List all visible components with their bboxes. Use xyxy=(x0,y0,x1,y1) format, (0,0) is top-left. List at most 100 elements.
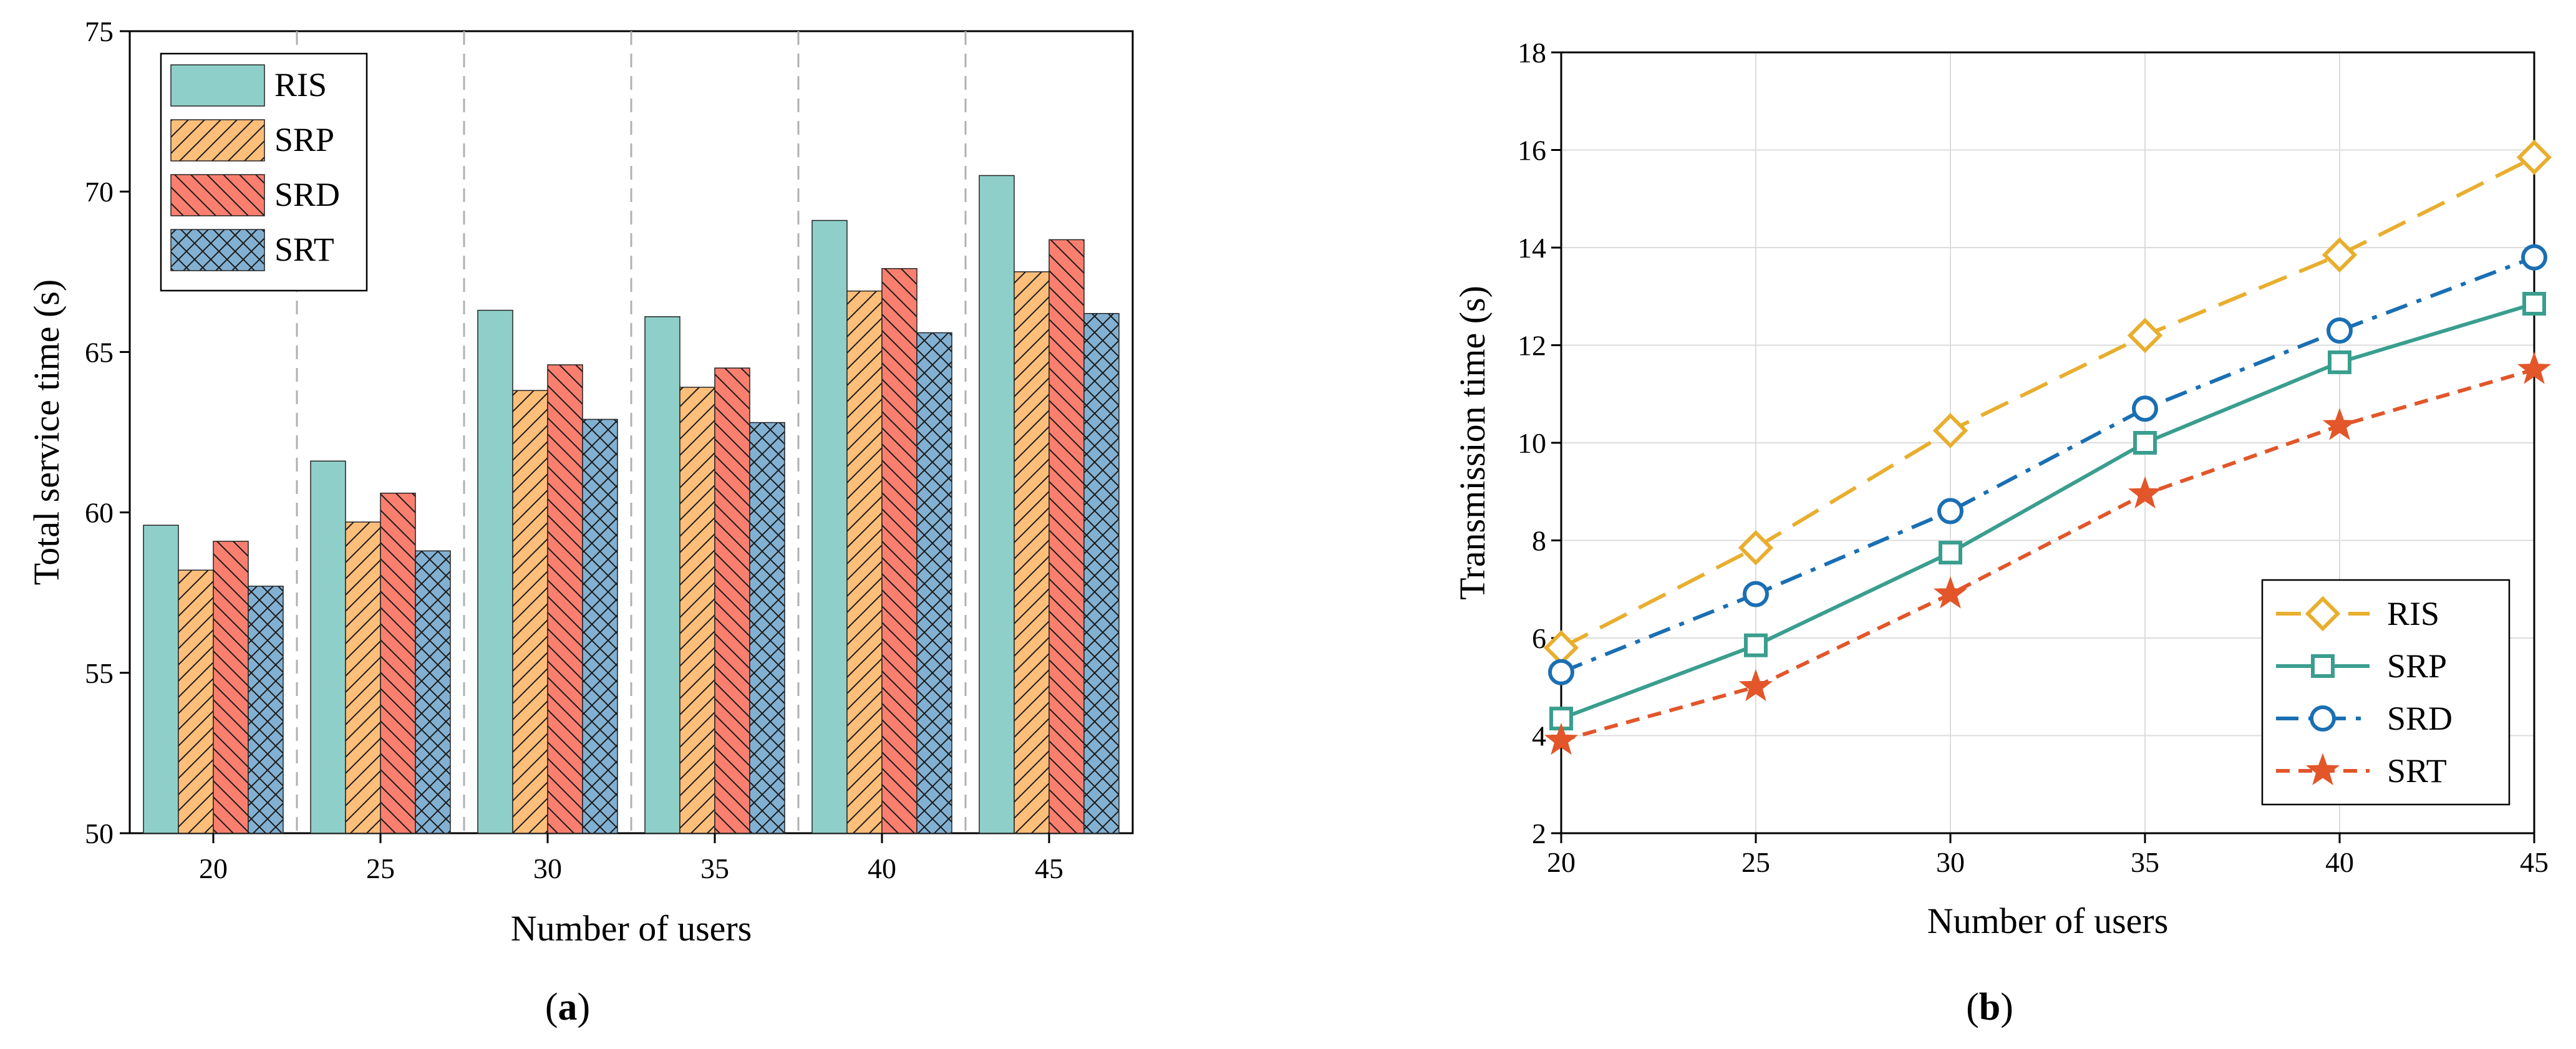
bar-srt-30 xyxy=(582,418,618,834)
x-tick-label: 35 xyxy=(2131,846,2159,878)
bar-srd-45 xyxy=(1048,239,1085,834)
legend-label-srp: SRP xyxy=(2387,647,2447,685)
y-tick-label: 14 xyxy=(1518,232,1546,264)
legend-marker-srt xyxy=(2305,753,2340,785)
bar-srp-40 xyxy=(846,290,883,834)
bar-srt-35 xyxy=(749,422,785,834)
line-chart-x-axis-title: Number of users xyxy=(1927,901,2169,941)
y-tick-label: 60 xyxy=(85,497,114,529)
legend-swatch-srp xyxy=(170,119,265,162)
y-tick-label: 75 xyxy=(85,16,114,47)
bar-srt-20 xyxy=(248,586,284,834)
legend-marker-srd xyxy=(2310,705,2336,732)
x-tick-label: 20 xyxy=(199,853,228,884)
marker-srd-35 xyxy=(2132,395,2158,422)
bar-ris-20 xyxy=(143,524,179,834)
marker-srp-30 xyxy=(1939,541,1962,565)
legend-swatch-srt xyxy=(170,229,265,271)
series-line-srp xyxy=(1560,302,2535,720)
x-tick-label: 40 xyxy=(868,853,896,884)
legend-label-srd: SRD xyxy=(274,176,340,213)
bar-srd-20 xyxy=(213,541,249,834)
y-tick-label: 16 xyxy=(1518,135,1546,167)
y-tick-label: 10 xyxy=(1518,427,1546,459)
panel-label-b: (b) xyxy=(1966,986,2013,1028)
bar-srt-45 xyxy=(1083,312,1120,834)
x-tick-label: 45 xyxy=(1035,853,1063,884)
x-tick-label: 20 xyxy=(1547,846,1576,878)
legend-marker-srp xyxy=(2311,654,2335,678)
legend-marker-ris xyxy=(2305,596,2341,632)
bar-chart-total-service-time: 50 55 60 65 70 75 20 25 30 35 40 45 RIS SRP SRD SRT Nu… xyxy=(26,16,1134,1028)
marker-ris-20 xyxy=(1543,630,1579,665)
y-tick-label: 4 xyxy=(1532,720,1546,752)
x-tick-label: 25 xyxy=(1741,846,1770,878)
y-tick-label: 70 xyxy=(85,176,114,208)
marker-ris-45 xyxy=(2516,139,2552,175)
legend-label-ris: RIS xyxy=(2387,595,2439,632)
legend-swatch-ris xyxy=(170,64,265,107)
bar-ris-25 xyxy=(310,460,346,834)
marker-srd-45 xyxy=(2521,244,2547,271)
y-tick-label: 6 xyxy=(1532,622,1546,654)
bar-srt-25 xyxy=(415,550,451,834)
x-tick-label: 30 xyxy=(1936,846,1965,878)
marker-srt-45 xyxy=(2517,352,2552,384)
bar-srd-30 xyxy=(547,364,583,834)
marker-srd-40 xyxy=(2327,317,2353,344)
x-tick-label: 40 xyxy=(2325,846,2354,878)
y-tick-label: 8 xyxy=(1532,525,1546,557)
marker-ris-25 xyxy=(1738,529,1774,566)
marker-srp-40 xyxy=(2328,350,2351,374)
series-line-ris xyxy=(1560,155,2535,650)
bar-srp-30 xyxy=(512,390,548,834)
line-chart-y-axis-title: Transmission time (s) xyxy=(1452,286,1493,600)
marker-srd-25 xyxy=(1743,581,1769,607)
bar-ris-40 xyxy=(811,220,848,834)
series-line-srd xyxy=(1560,255,2535,674)
bar-chart-y-axis-title: Total service time (s) xyxy=(26,279,67,585)
x-tick-label: 25 xyxy=(366,853,395,884)
y-tick-label: 2 xyxy=(1532,818,1546,849)
marker-srt-30 xyxy=(1933,576,1968,609)
legend-label-ris: RIS xyxy=(274,66,327,104)
legend-label-srp: SRP xyxy=(274,121,334,158)
y-tick-label: 55 xyxy=(85,657,114,689)
marker-srt-25 xyxy=(1738,669,1773,702)
marker-srt-20 xyxy=(1544,722,1579,755)
y-tick-label: 12 xyxy=(1518,330,1546,362)
x-tick-label: 35 xyxy=(700,853,729,884)
marker-ris-35 xyxy=(2127,317,2163,354)
marker-srt-40 xyxy=(2322,408,2357,440)
legend-label-srt: SRT xyxy=(2387,752,2447,790)
legend-label-srd: SRD xyxy=(2387,700,2453,737)
marker-srd-30 xyxy=(1937,498,1963,524)
marker-srp-25 xyxy=(1744,633,1768,657)
bar-srd-25 xyxy=(380,492,416,834)
y-tick-label: 65 xyxy=(85,336,114,368)
series-line-srt xyxy=(1561,367,2535,743)
marker-srt-35 xyxy=(2128,476,2162,509)
marker-srp-35 xyxy=(2133,431,2157,455)
y-tick-label: 50 xyxy=(85,818,114,849)
marker-srp-45 xyxy=(2522,291,2546,316)
bar-ris-30 xyxy=(477,309,513,834)
bar-chart-x-axis-title: Number of users xyxy=(511,908,752,949)
bar-srp-35 xyxy=(679,387,715,834)
legend-swatch-srd xyxy=(170,174,265,216)
bar-srp-45 xyxy=(1014,271,1050,834)
bar-ris-45 xyxy=(979,175,1015,834)
bar-srt-40 xyxy=(916,332,952,834)
legend-label-srt: SRT xyxy=(274,231,334,268)
x-tick-label: 30 xyxy=(533,853,562,884)
marker-ris-40 xyxy=(2322,237,2358,273)
bar-srp-25 xyxy=(345,521,381,834)
bar-srd-35 xyxy=(714,367,750,834)
bar-srp-20 xyxy=(178,569,214,834)
x-tick-label: 45 xyxy=(2520,846,2549,878)
y-tick-label: 18 xyxy=(1518,37,1546,69)
bar-ris-35 xyxy=(644,316,680,834)
marker-srd-20 xyxy=(1548,659,1574,685)
